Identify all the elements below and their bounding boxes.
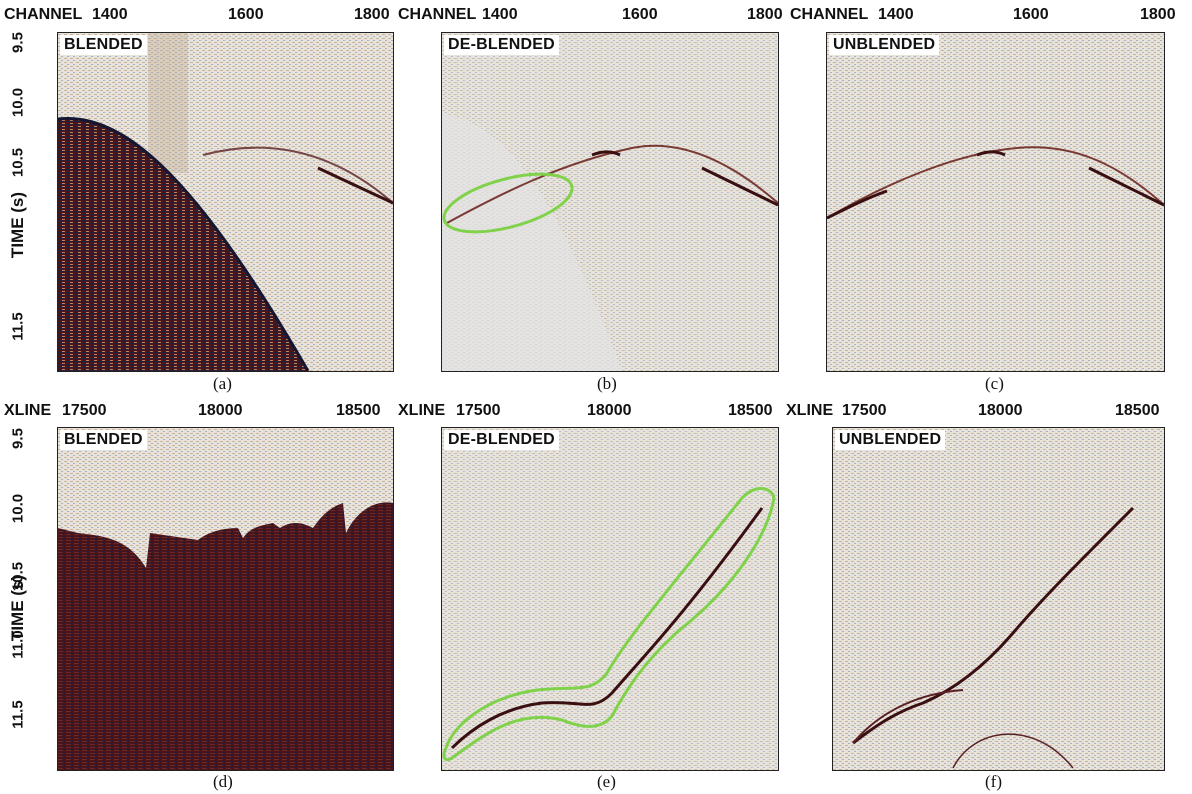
panel-d-label: BLENDED xyxy=(60,430,147,450)
y-tick-10-0-top: 10.0 xyxy=(9,87,27,118)
channel-tick-1800-a: 1800 xyxy=(354,6,390,23)
xline-tick-18000-f: 18000 xyxy=(978,402,1023,419)
y-tick-11-5-bottom: 11.5 xyxy=(9,700,27,729)
xline-tick-18000-e: 18000 xyxy=(587,402,632,419)
panel-f-label: UNBLENDED xyxy=(835,430,946,450)
panel-b-deblended: DE-BLENDED xyxy=(441,32,779,372)
caption-a: (a) xyxy=(213,374,232,393)
seismic-image-c xyxy=(827,33,1164,371)
panel-c-label: UNBLENDED xyxy=(829,35,940,55)
y-axis-label-top: TIME (s) xyxy=(8,191,27,259)
xline-axis-title-f: XLINE xyxy=(786,402,834,419)
xline-tick-18500-e: 18500 xyxy=(728,402,773,419)
channel-axis-title-a: CHANNEL xyxy=(4,6,83,23)
channel-tick-1800-b: 1800 xyxy=(747,6,783,23)
caption-b: (b) xyxy=(597,374,617,393)
seismic-image-b xyxy=(442,33,778,371)
xline-tick-17500-d: 17500 xyxy=(62,402,107,419)
panel-f-unblended: UNBLENDED xyxy=(832,427,1165,771)
channel-tick-1600-b: 1600 xyxy=(622,6,658,23)
caption-c: (c) xyxy=(985,374,1004,393)
panel-e-label: DE-BLENDED xyxy=(444,430,559,450)
panel-d-blended: BLENDED xyxy=(57,427,394,771)
xline-axis-title-d: XLINE xyxy=(4,402,52,419)
seismic-image-e xyxy=(442,428,778,770)
xline-tick-18500-f: 18500 xyxy=(1115,402,1160,419)
y-tick-10-0-bottom: 10.0 xyxy=(9,493,27,524)
xline-tick-18000-d: 18000 xyxy=(198,402,243,419)
channel-tick-1600-a: 1600 xyxy=(228,6,264,23)
caption-e: (e) xyxy=(597,772,616,791)
channel-tick-1800-c: 1800 xyxy=(1140,6,1176,23)
panel-e-deblended: DE-BLENDED xyxy=(441,427,779,771)
panel-a-blended: BLENDED xyxy=(57,32,394,372)
channel-tick-1400-b: 1400 xyxy=(482,6,518,23)
y-tick-11-5-top: 11.5 xyxy=(9,312,27,341)
channel-tick-1600-c: 1600 xyxy=(1013,6,1049,23)
channel-axis-title-b: CHANNEL xyxy=(398,6,477,23)
seismic-image-d xyxy=(58,428,393,770)
caption-d: (d) xyxy=(213,772,233,791)
panel-a-label: BLENDED xyxy=(60,35,147,55)
channel-tick-1400-a: 1400 xyxy=(92,6,128,23)
caption-f: (f) xyxy=(985,772,1002,791)
panel-c-unblended: UNBLENDED xyxy=(826,32,1165,372)
seismic-image-a xyxy=(58,33,393,371)
xline-tick-18500-d: 18500 xyxy=(336,402,381,419)
xline-axis-title-e: XLINE xyxy=(398,402,446,419)
channel-tick-1400-c: 1400 xyxy=(878,6,914,23)
xline-tick-17500-f: 17500 xyxy=(842,402,887,419)
y-tick-9-5-bottom: 9.5 xyxy=(9,428,27,449)
seismic-image-f xyxy=(833,428,1164,770)
xline-tick-17500-e: 17500 xyxy=(456,402,501,419)
y-tick-9-5-top: 9.5 xyxy=(9,32,27,53)
y-axis-label-bottom: TIME (s) xyxy=(8,574,27,642)
channel-axis-title-c: CHANNEL xyxy=(790,6,869,23)
panel-b-label: DE-BLENDED xyxy=(444,35,559,55)
